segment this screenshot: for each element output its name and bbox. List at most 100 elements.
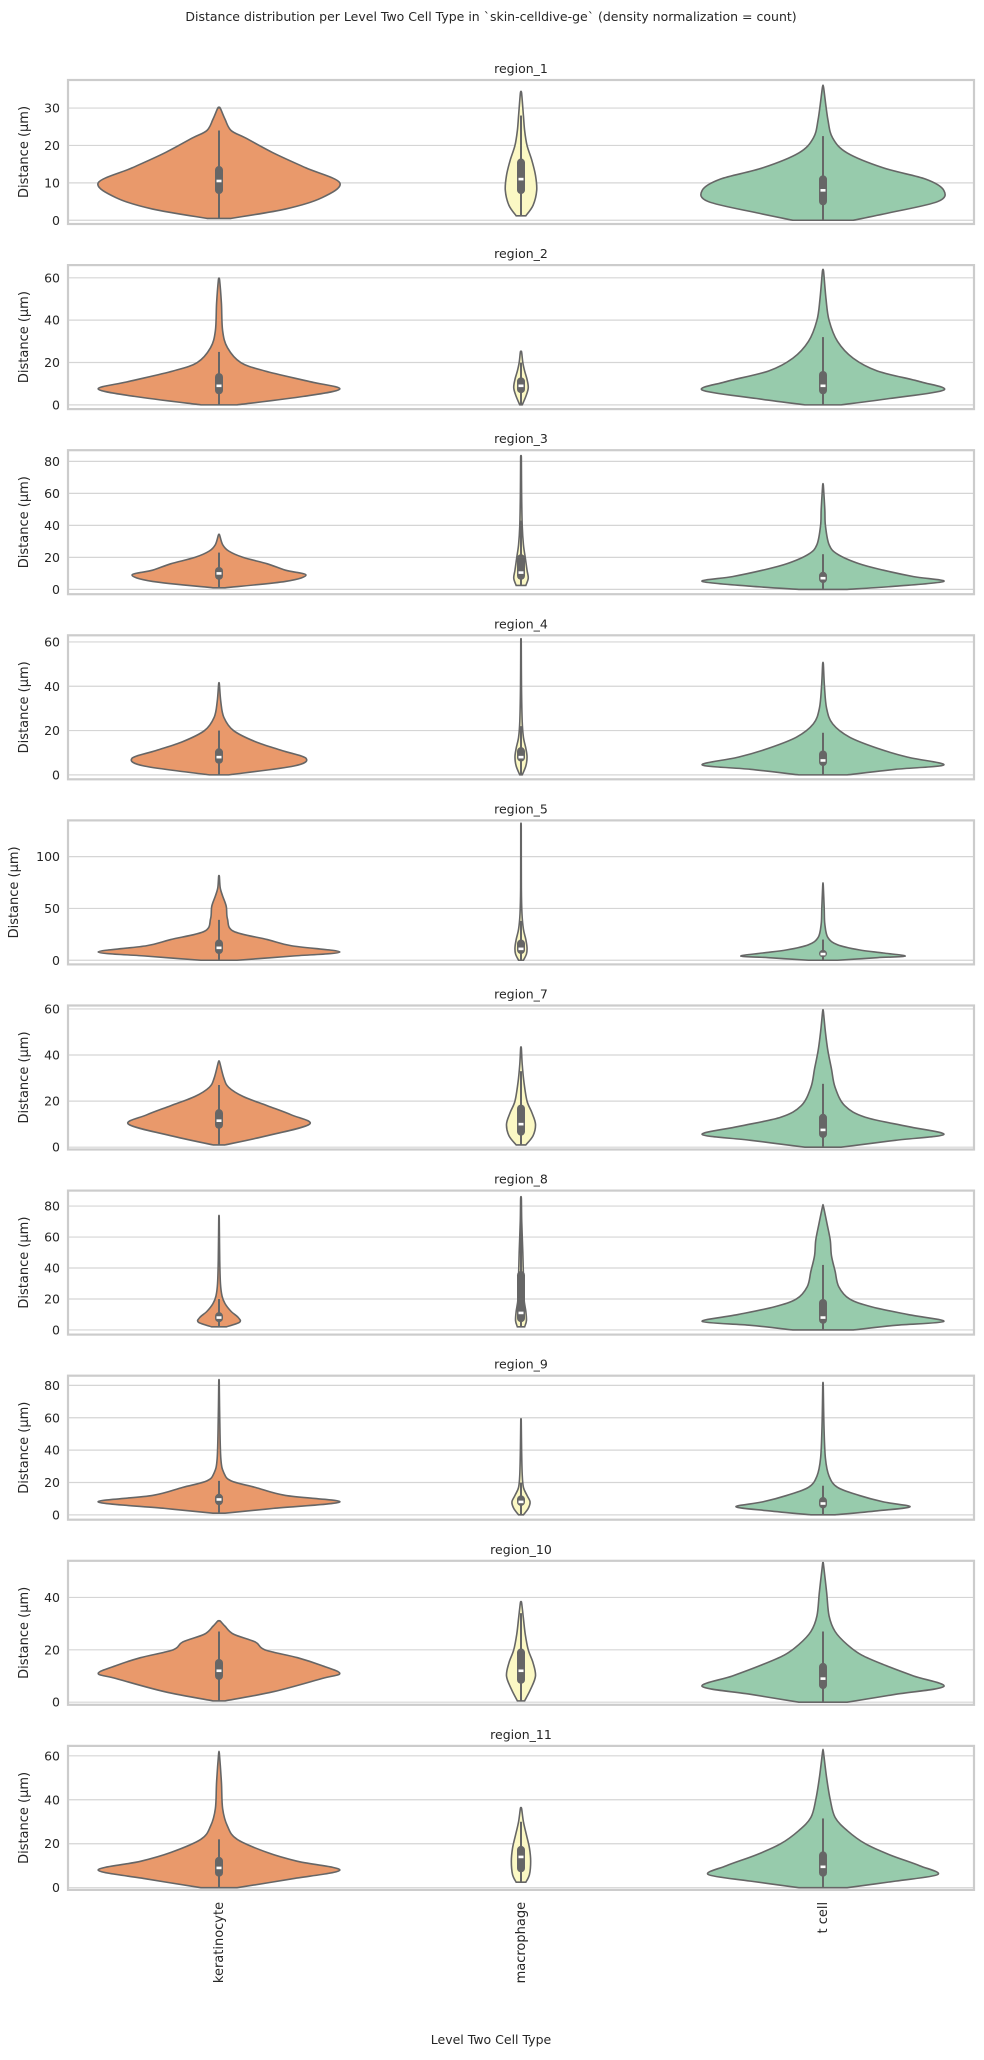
panel-region_7: region_7 0 20 40 60 Distance (μm) xyxy=(17,987,976,1155)
violin-macrophage xyxy=(514,822,528,962)
violin-body xyxy=(701,1008,945,1148)
y-tick-label: 0 xyxy=(52,1140,60,1155)
violin-keratinocyte xyxy=(126,1059,312,1146)
y-tick-label: 0 xyxy=(52,1507,60,1522)
violin-median xyxy=(216,1866,222,1870)
x-tick-label: keratinocyte xyxy=(212,1902,227,1983)
violin-iqr-box xyxy=(819,1298,827,1324)
violin-keratinocyte xyxy=(97,874,341,962)
violin-body xyxy=(735,1381,911,1516)
panel-region_8: region_8 0 20 40 60 80 Distance (μm) xyxy=(17,1172,976,1337)
violin-median xyxy=(518,177,524,181)
violin-t-cell xyxy=(735,1381,911,1516)
y-tick-label: 0 xyxy=(52,582,60,597)
x-axis-label: Level Two Cell Type xyxy=(431,2032,552,2047)
violin-median xyxy=(820,384,826,388)
violin-t-cell xyxy=(701,1008,945,1148)
violin-keratinocyte xyxy=(97,1619,341,1702)
violin-median xyxy=(820,1677,826,1680)
violin-median xyxy=(216,572,222,575)
panel-title: region_3 xyxy=(494,431,548,446)
y-axis-label: Distance (μm) xyxy=(17,661,32,753)
panel-title: region_9 xyxy=(494,1357,548,1372)
y-tick-label: 20 xyxy=(44,1836,60,1851)
violin-keratinocyte xyxy=(196,1214,242,1328)
violin-keratinocyte xyxy=(130,681,308,776)
violin-iqr-box xyxy=(215,1109,223,1129)
violin-median xyxy=(216,946,222,950)
violin-body xyxy=(740,882,906,962)
violin-iqr-box xyxy=(517,1648,525,1684)
panel-region_10: region_10 0 20 40 Distance (μm) xyxy=(17,1542,976,1710)
y-tick-label: 60 xyxy=(44,634,60,649)
violin-macrophage xyxy=(505,1600,537,1702)
violin-iqr-box xyxy=(819,1851,827,1877)
violin-median xyxy=(820,952,826,956)
violin-median xyxy=(820,759,826,762)
violin-iqr-box xyxy=(819,1662,827,1690)
violin-keratinocyte xyxy=(97,1750,341,1889)
y-axis-label: Distance (μm) xyxy=(17,291,32,383)
x-tick-label: t cell xyxy=(816,1902,831,1934)
violin-t-cell xyxy=(700,268,946,406)
violin-body xyxy=(701,482,945,591)
panel-region_4: region_4 0 20 40 60 Distance (μm) xyxy=(17,616,976,782)
violin-median xyxy=(216,384,222,388)
y-axis-label: Distance (μm) xyxy=(17,1402,32,1494)
y-tick-label: 80 xyxy=(44,1199,60,1214)
y-tick-label: 20 xyxy=(44,1475,60,1490)
y-axis-label: Distance (μm) xyxy=(17,476,32,568)
y-tick-label: 40 xyxy=(44,518,60,533)
violin-median xyxy=(820,1865,826,1869)
y-tick-label: 40 xyxy=(44,1261,60,1276)
figure-title: Distance distribution per Level Two Cell… xyxy=(185,9,796,24)
violin-median xyxy=(518,1122,524,1126)
y-tick-label: 0 xyxy=(52,953,60,968)
violin-macrophage xyxy=(514,1195,528,1328)
y-tick-label: 40 xyxy=(44,313,60,328)
violin-median xyxy=(518,384,524,388)
violin-body xyxy=(196,1214,242,1328)
y-tick-label: 20 xyxy=(44,723,60,738)
y-tick-label: 0 xyxy=(52,1880,60,1895)
violin-keratinocyte xyxy=(97,277,341,406)
panel-frame xyxy=(66,1374,976,1521)
violin-iqr-box xyxy=(517,747,525,762)
violin-t-cell xyxy=(701,482,945,591)
y-tick-label: 80 xyxy=(44,454,60,469)
violin-body xyxy=(512,454,530,587)
y-tick-label: 30 xyxy=(44,101,60,116)
violin-median xyxy=(518,755,524,759)
violin-macrophage xyxy=(512,350,530,406)
y-axis-label: Distance (μm) xyxy=(17,1031,32,1123)
violin-macrophage xyxy=(505,1046,537,1146)
y-tick-label: 60 xyxy=(44,1230,60,1245)
violin-body xyxy=(514,822,528,962)
violin-median xyxy=(216,179,222,183)
panel-title: region_2 xyxy=(494,246,548,261)
violin-iqr-box xyxy=(215,373,223,395)
violin-median xyxy=(518,1311,524,1315)
panel-frame xyxy=(66,78,976,226)
panel-title: region_4 xyxy=(494,616,548,631)
panel-region_11: region_11 0 20 40 60 Distance (μm) xyxy=(17,1727,976,1895)
violin-keratinocyte xyxy=(97,1378,341,1515)
y-tick-label: 40 xyxy=(44,1792,60,1807)
y-tick-label: 60 xyxy=(44,270,60,285)
violin-median xyxy=(518,1669,524,1673)
panel-title: region_8 xyxy=(494,1172,548,1187)
y-tick-label: 40 xyxy=(44,679,60,694)
y-tick-label: 0 xyxy=(52,1322,60,1337)
y-tick-label: 20 xyxy=(44,550,60,565)
panel-frame xyxy=(66,634,976,781)
violin-median xyxy=(820,189,826,192)
y-tick-label: 20 xyxy=(44,1642,60,1657)
panel-region_5: region_5 0 50 100 Distance (μm) xyxy=(7,801,976,968)
panel-frame xyxy=(66,264,976,411)
violin-body xyxy=(97,1378,341,1515)
violin-median xyxy=(216,1498,222,1501)
violin-t-cell xyxy=(700,84,946,222)
panel-title: region_1 xyxy=(494,61,548,76)
y-tick-label: 20 xyxy=(44,1291,60,1306)
